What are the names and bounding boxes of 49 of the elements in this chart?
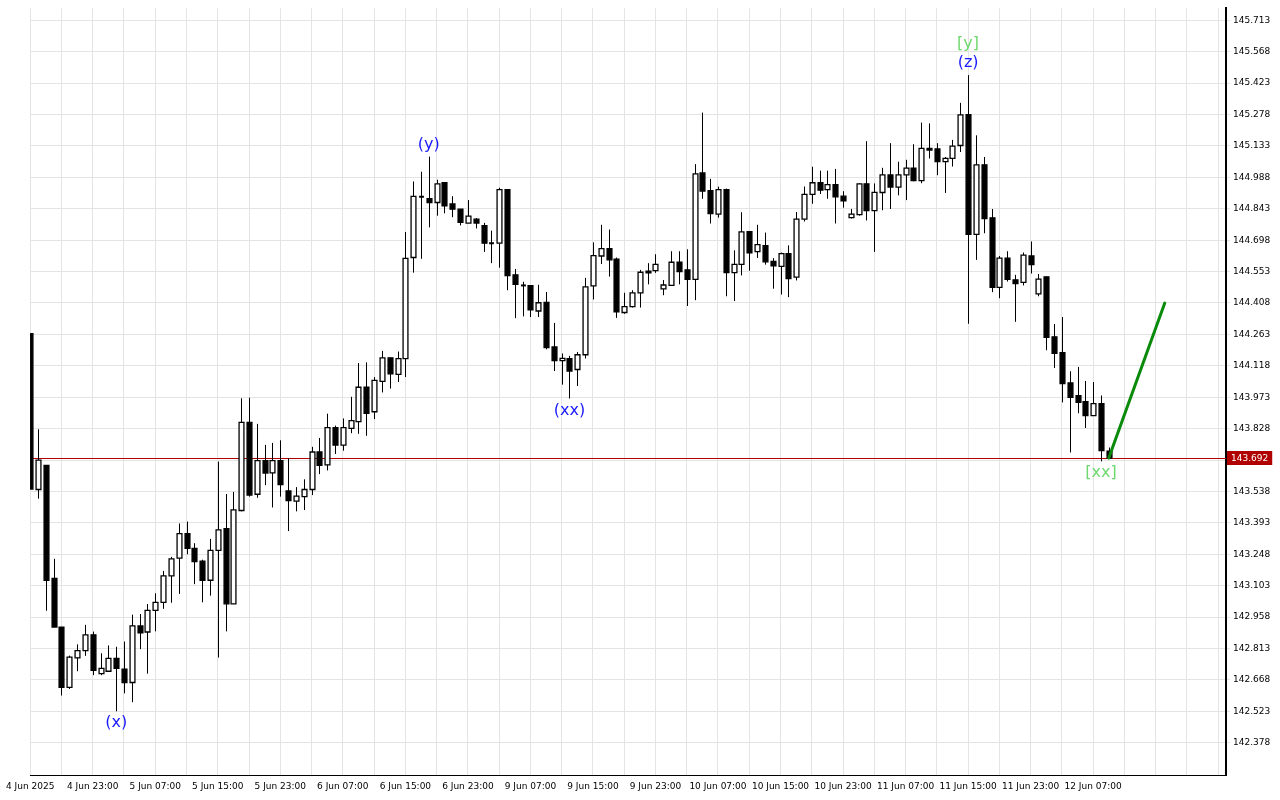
- y-tick-label: 143.538: [1233, 485, 1271, 496]
- y-tick-label: 142.378: [1233, 737, 1271, 748]
- y-tick-label: 142.523: [1233, 705, 1271, 716]
- annotation: (xx): [553, 399, 586, 419]
- y-tick-label: 145.278: [1233, 108, 1271, 119]
- x-tick-label: 9 Jun 23:00: [629, 780, 682, 791]
- x-tick-label: 10 Jun 23:00: [814, 780, 872, 791]
- y-tick-label: 143.973: [1233, 391, 1271, 402]
- y-tick-label: 144.988: [1233, 171, 1271, 182]
- y-tick-label: 142.668: [1233, 674, 1271, 685]
- y-tick-label: 144.553: [1233, 265, 1271, 276]
- y-tick-label: 145.568: [1233, 46, 1271, 57]
- x-tick-label: 6 Jun 07:00: [317, 780, 369, 791]
- y-tick-label: 142.813: [1233, 642, 1271, 653]
- y-tick-label: 143.248: [1233, 548, 1271, 559]
- x-tick-label: 9 Jun 15:00: [567, 780, 619, 791]
- x-tick-label: 12 Jun 07:00: [1064, 780, 1122, 791]
- y-tick-label: 143.393: [1233, 517, 1271, 528]
- annotation: (x): [105, 712, 128, 732]
- x-tick-label: 10 Jun 15:00: [751, 780, 810, 791]
- x-tick-label: 4 Jun 23:00: [67, 780, 119, 791]
- x-tick-label: 9 Jun 07:00: [504, 780, 557, 791]
- y-tick-label: 145.713: [1233, 14, 1271, 25]
- y-tick-label: 143.828: [1233, 422, 1271, 433]
- x-tick-label: 6 Jun 23:00: [442, 780, 494, 791]
- y-tick-label: 144.118: [1233, 360, 1271, 371]
- x-tick-label: 11 Jun 15:00: [939, 780, 997, 791]
- x-tick-label: 6 Jun 15:00: [379, 780, 432, 791]
- annotation: [xx]: [1085, 462, 1117, 482]
- x-tick-label: 5 Jun 07:00: [129, 780, 182, 791]
- annotation: [y]: [957, 33, 980, 53]
- y-tick-label: 144.843: [1233, 203, 1271, 214]
- x-tick-label: 4 Jun 2025: [6, 780, 55, 791]
- ref-line-label: 143.692: [1231, 452, 1269, 463]
- x-tick-label: 11 Jun 07:00: [876, 780, 935, 791]
- y-tick-label: 145.133: [1233, 140, 1271, 151]
- y-tick-label: 142.958: [1233, 611, 1271, 622]
- y-tick-label: 144.698: [1233, 234, 1271, 245]
- annotation: (y): [417, 133, 440, 153]
- y-tick-label: 144.408: [1233, 297, 1271, 308]
- annotation: (z): [957, 52, 979, 72]
- x-tick-label: 10 Jun 07:00: [689, 780, 747, 791]
- x-tick-label: 11 Jun 23:00: [1002, 780, 1060, 791]
- x-tick-label: 5 Jun 15:00: [192, 780, 244, 791]
- x-tick-label: 5 Jun 23:00: [254, 780, 307, 791]
- y-tick-label: 145.423: [1233, 77, 1271, 88]
- y-tick-label: 144.263: [1233, 328, 1271, 339]
- y-tick-label: 143.103: [1233, 580, 1271, 591]
- candlestick: [418, 171, 425, 260]
